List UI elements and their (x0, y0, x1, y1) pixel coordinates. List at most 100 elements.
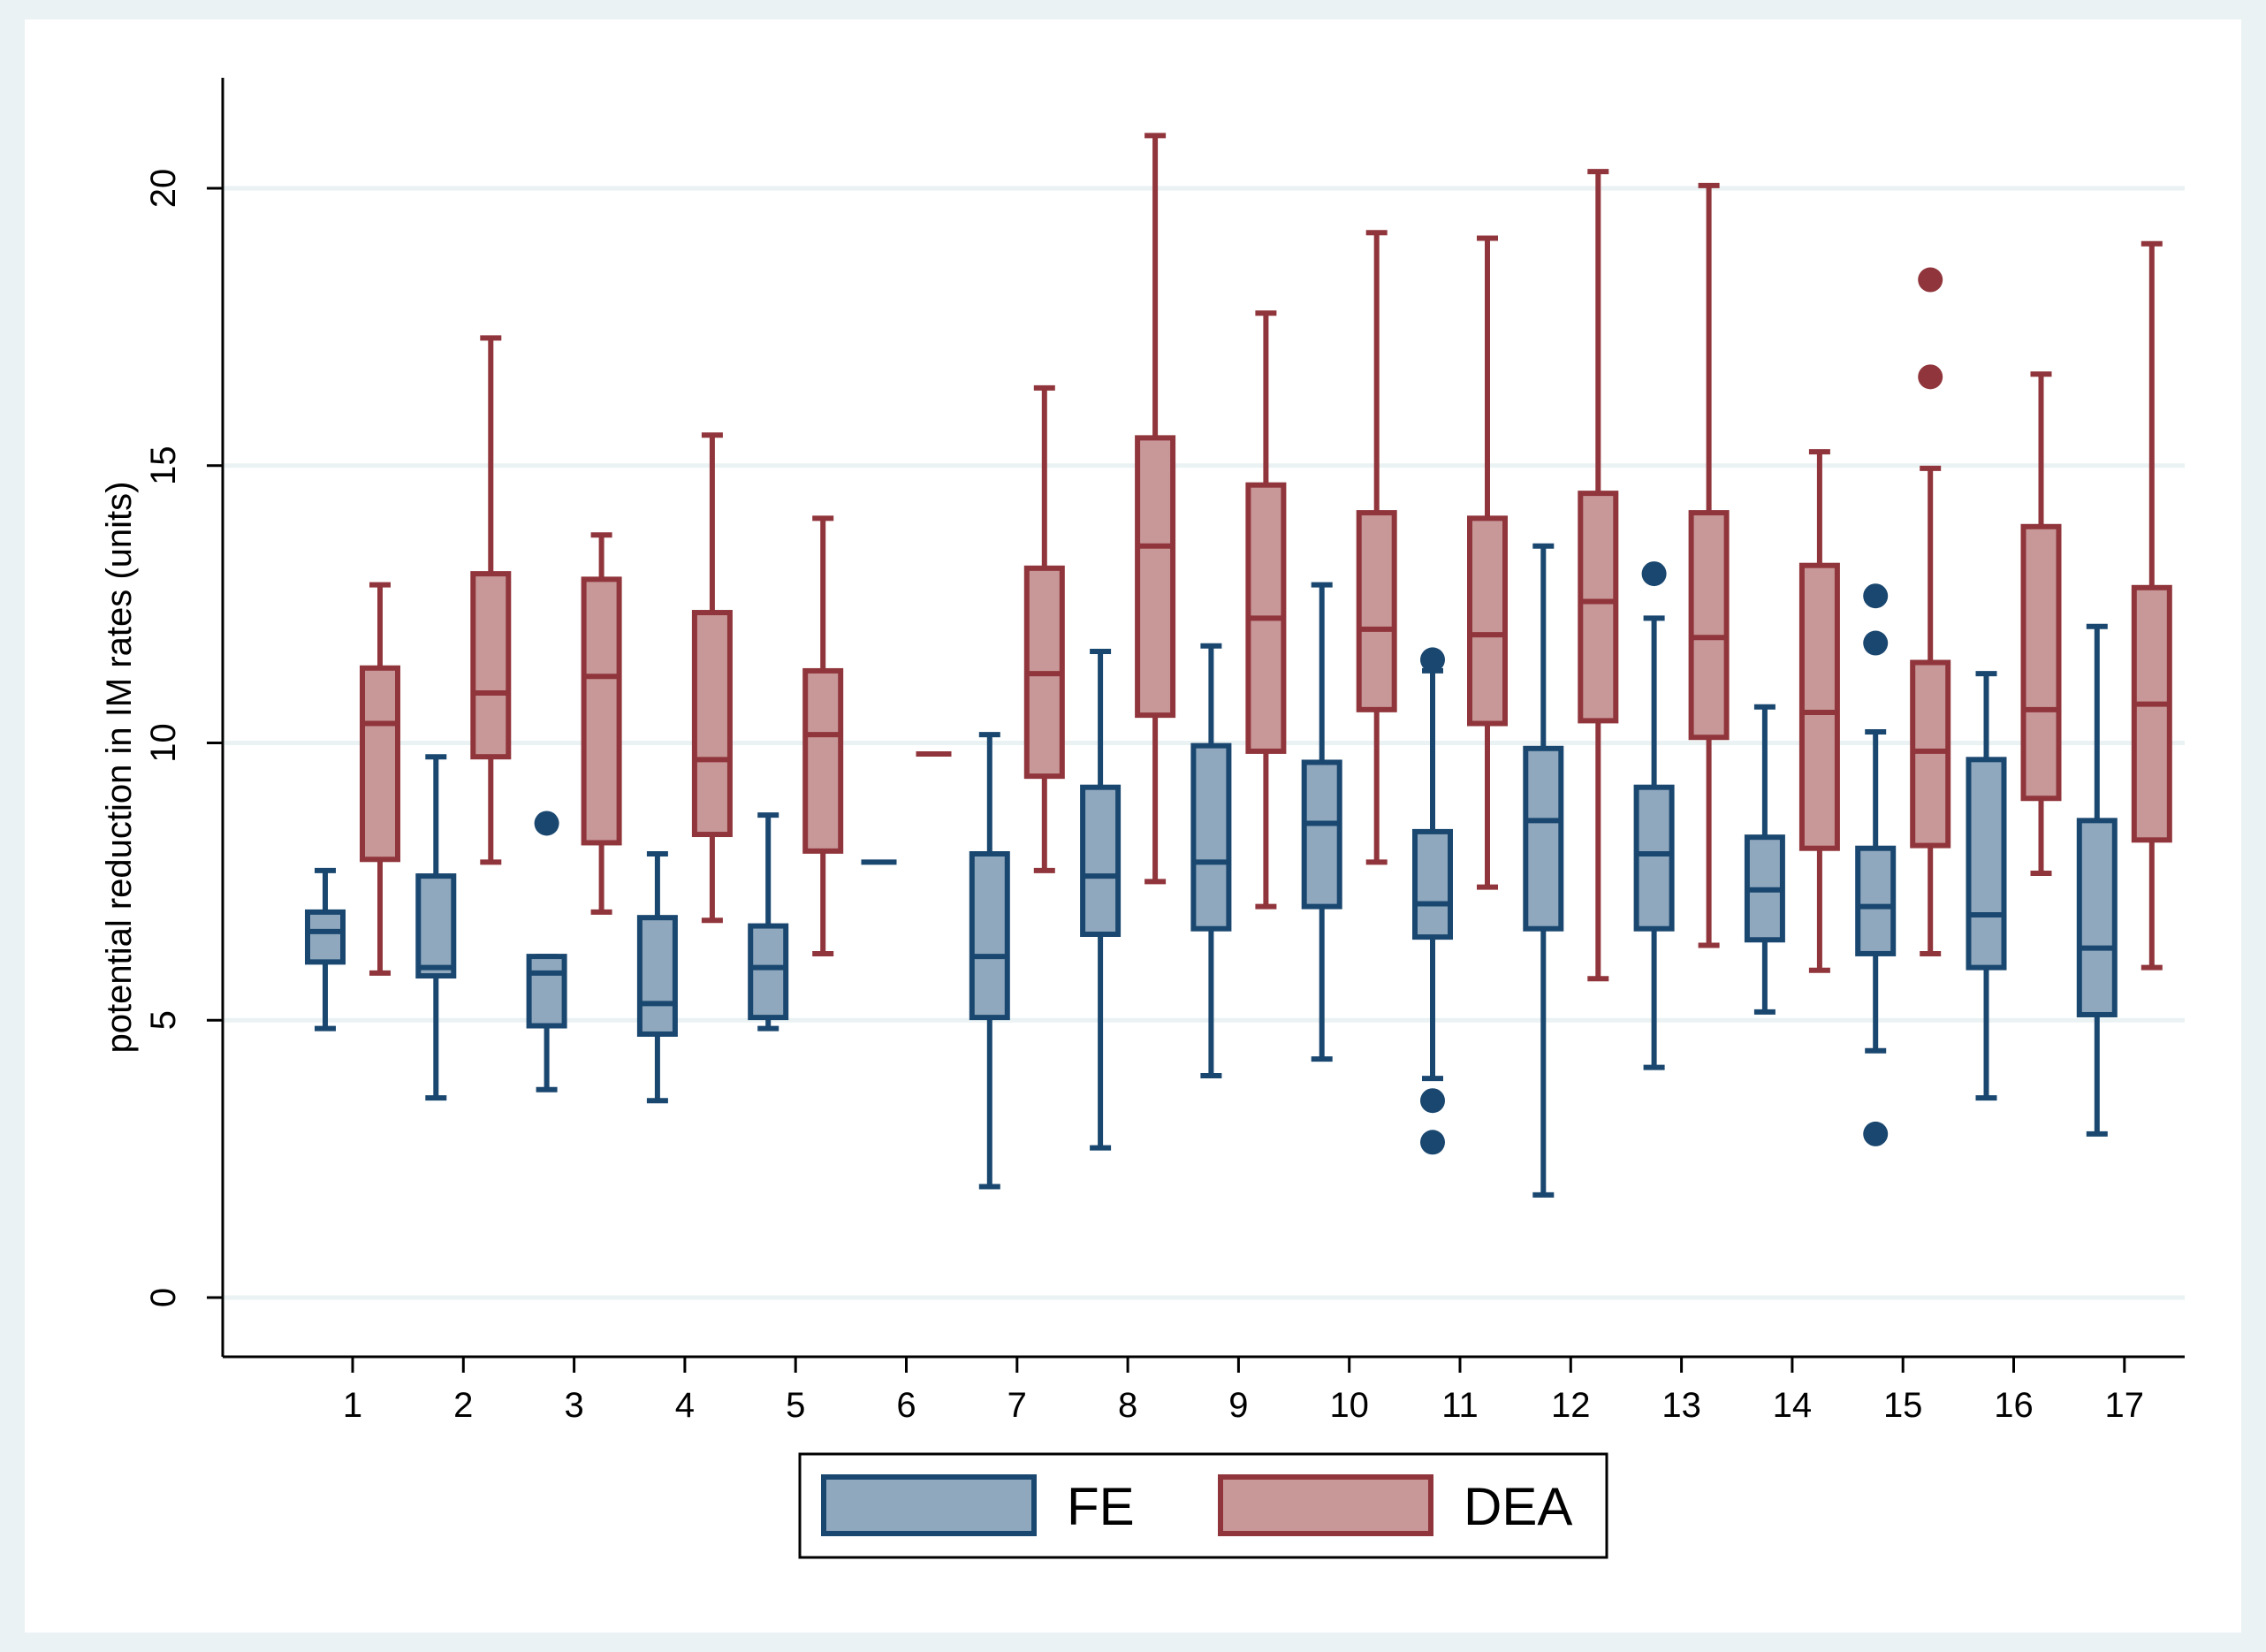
box-fe-1 (305, 867, 346, 1032)
box-fe-2 (415, 754, 457, 1101)
iqr-box-dea-8 (1135, 435, 1176, 719)
box-dea-11 (1467, 235, 1508, 890)
box-dea-9 (1245, 310, 1287, 910)
box-fe-9 (1190, 643, 1232, 1078)
box-fe-16 (1966, 671, 2007, 1101)
x-tick-label-8: 8 (1118, 1386, 1137, 1425)
x-tick-label-3: 3 (564, 1386, 583, 1425)
box-dea-8 (1135, 133, 1176, 885)
box-fe-4 (636, 851, 678, 1104)
iqr-box-fe-16 (1966, 757, 2007, 971)
iqr-box-dea-2 (470, 571, 512, 760)
box-dea-5 (802, 515, 844, 956)
box-dea-2 (470, 335, 512, 865)
x-tick-label-7: 7 (1008, 1386, 1027, 1425)
iqr-box-fe-1 (305, 909, 346, 965)
iqr-box-fe-7 (969, 851, 1010, 1021)
legend-label-fe: FE (1067, 1477, 1135, 1536)
box-dea-4 (691, 432, 733, 924)
iqr-box-dea-17 (2131, 584, 2172, 843)
x-tick-label-10: 10 (1329, 1386, 1369, 1425)
box-dea-3 (581, 532, 622, 915)
series-fe (305, 543, 2118, 1198)
iqr-box-fe-9 (1190, 742, 1232, 932)
iqr-box-dea-1 (360, 665, 400, 863)
box-dea-12 (1578, 169, 1619, 982)
x-tick-label-6: 6 (896, 1386, 916, 1425)
box-dea-13 (1688, 182, 1730, 948)
box-dea-1 (360, 582, 400, 976)
iqr-box-fe-3 (526, 954, 567, 1029)
y-tick-label-0: 0 (144, 1288, 183, 1307)
box-fe-15 (1855, 583, 1897, 1146)
iqr-box-fe-5 (748, 923, 789, 1021)
legend-swatch-dea (1218, 1474, 1433, 1536)
iqr-box-dea-11 (1467, 515, 1508, 727)
box-fe-14 (1744, 704, 1785, 1015)
x-tick-label-15: 15 (1883, 1386, 1923, 1425)
x-tick-label-4: 4 (675, 1386, 695, 1425)
iqr-box-fe-13 (1633, 784, 1675, 932)
outlier-fe-15-2 (1863, 583, 1889, 609)
iqr-box-dea-10 (1356, 510, 1397, 712)
outlier-fe-15-1 (1863, 630, 1889, 656)
iqr-box-dea-16 (2020, 523, 2062, 802)
iqr-box-dea-15 (1910, 659, 1951, 849)
box-fe-13 (1633, 561, 1675, 1070)
x-tick-label-16: 16 (1994, 1386, 2034, 1425)
outlier-fe-11-2 (1420, 647, 1445, 673)
box-dea-10 (1356, 230, 1397, 865)
iqr-box-dea-5 (802, 667, 844, 854)
legend: FE DEA (798, 1452, 1608, 1559)
box-dea-15 (1910, 267, 1951, 956)
x-tick-label-17: 17 (2105, 1386, 2145, 1425)
iqr-box-fe-12 (1523, 745, 1564, 932)
x-ticks: 1 2 3 4 5 6 7 8 9 10 11 12 13 14 15 16 17 (343, 1357, 2144, 1425)
iqr-box-fe-2 (415, 873, 457, 979)
box-fe-17 (2076, 623, 2118, 1137)
iqr-box-dea-3 (581, 576, 622, 846)
y-tick-label-10: 10 (144, 723, 183, 763)
outlier-fe-15-0 (1863, 1121, 1889, 1146)
x-tick-label-14: 14 (1773, 1386, 1813, 1425)
axes (221, 78, 2185, 1359)
iqr-box-fe-8 (1080, 784, 1122, 937)
outlier-fe-11-0 (1420, 1088, 1445, 1114)
y-tick-label-15: 15 (144, 446, 183, 486)
x-tick-label-1: 1 (343, 1386, 362, 1425)
box-dea-7 (1023, 384, 1065, 873)
y-axis-label: potential reduction in IM rates (units) (100, 482, 139, 1054)
x-tick-label-12: 12 (1551, 1386, 1591, 1425)
box-dea-17 (2131, 240, 2172, 971)
box-fe-3 (526, 811, 567, 1092)
iqr-box-fe-10 (1301, 759, 1342, 910)
box-fe-12 (1523, 543, 1564, 1198)
legend-label-dea: DEA (1464, 1477, 1572, 1536)
iqr-box-fe-15 (1855, 845, 1897, 956)
x-tick-label-13: 13 (1661, 1386, 1701, 1425)
box-fe-7 (969, 732, 1010, 1190)
iqr-box-fe-17 (2076, 818, 2118, 1017)
box-dea-14 (1798, 449, 1840, 973)
x-tick-label-2: 2 (453, 1386, 473, 1425)
iqr-box-dea-14 (1798, 562, 1840, 851)
box-series (305, 133, 2172, 1198)
box-fe-5 (748, 812, 789, 1032)
y-ticks: 0 5 10 15 20 (144, 169, 223, 1307)
x-tick-label-9: 9 (1228, 1386, 1248, 1425)
outlier-dea-15-0 (1918, 364, 1943, 390)
iqr-box-dea-4 (691, 610, 733, 838)
iqr-box-dea-12 (1578, 491, 1619, 724)
iqr-box-dea-13 (1688, 510, 1730, 741)
series-dea (360, 133, 2172, 982)
box-fe-8 (1080, 648, 1122, 1151)
legend-swatch-fe (821, 1474, 1037, 1536)
box-dea-16 (2020, 371, 2062, 876)
box-fe-11 (1412, 647, 1453, 1155)
y-tick-label-5: 5 (144, 1010, 183, 1030)
box-fe-10 (1301, 582, 1342, 1062)
y-tick-label-20: 20 (144, 169, 183, 209)
iqr-box-fe-11 (1412, 828, 1453, 940)
outlier-dea-15-1 (1918, 267, 1943, 293)
